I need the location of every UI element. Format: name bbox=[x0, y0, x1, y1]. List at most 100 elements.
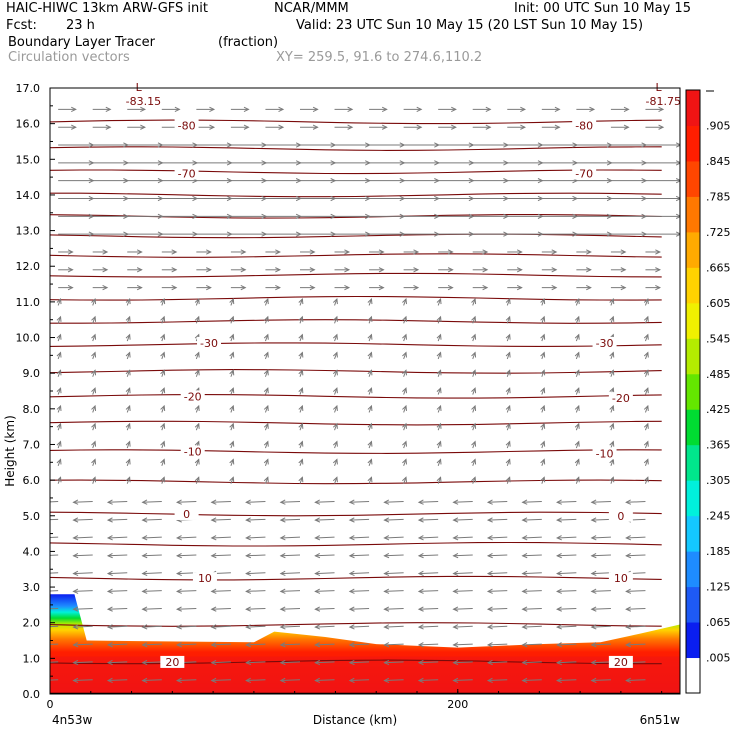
vector-arrowhead bbox=[278, 106, 285, 113]
model-title: HAIC-HIWC 13km ARW-GFS init bbox=[6, 1, 208, 16]
vector-arrow bbox=[349, 625, 370, 628]
vector-arrow bbox=[142, 590, 162, 592]
vector-arrowhead bbox=[643, 315, 649, 322]
vector-arrowhead bbox=[332, 404, 338, 412]
vector-arrowhead bbox=[367, 333, 373, 340]
colorbar-label: .005 bbox=[706, 652, 731, 665]
vector-arrow bbox=[557, 643, 577, 646]
vector-arrowhead bbox=[141, 624, 148, 630]
vector-arrow bbox=[142, 536, 162, 539]
colorbar-segment bbox=[686, 444, 700, 481]
vector-arrowhead bbox=[505, 422, 511, 429]
vector-arrowhead bbox=[436, 440, 442, 447]
vector-arrowhead bbox=[521, 552, 528, 559]
vector-arrowhead bbox=[471, 387, 477, 394]
vector-arrowhead bbox=[486, 606, 493, 612]
contour-line bbox=[50, 575, 662, 581]
vector-arrow bbox=[50, 643, 59, 645]
vector-arrowhead bbox=[332, 315, 338, 322]
vector-arrowhead bbox=[590, 659, 597, 666]
vector-arrowhead bbox=[160, 458, 166, 465]
vector-arrowhead bbox=[91, 333, 97, 340]
vector-arrowhead bbox=[298, 351, 304, 358]
vector-arrowhead bbox=[452, 535, 459, 541]
vector-arrow bbox=[142, 572, 162, 575]
vector-arrowhead bbox=[554, 124, 561, 130]
vector-arrowhead bbox=[620, 249, 627, 255]
vector-arrow bbox=[108, 679, 128, 682]
vector-arrow bbox=[384, 501, 404, 503]
vector-arrowhead bbox=[417, 606, 424, 612]
vector-arrowhead bbox=[643, 387, 649, 394]
contour-line bbox=[50, 233, 662, 239]
vector-arrowhead bbox=[486, 624, 493, 630]
vector-arrowhead bbox=[245, 677, 252, 683]
vector-arrowhead bbox=[625, 552, 632, 559]
vector-arrowhead bbox=[556, 588, 562, 594]
vector-arrow bbox=[73, 625, 93, 628]
colorbar-label: .185 bbox=[706, 545, 731, 558]
vector-arrowhead bbox=[106, 535, 113, 541]
vector-arrowhead bbox=[348, 624, 355, 630]
contour-line bbox=[50, 369, 662, 374]
vector-arrowhead bbox=[590, 517, 597, 523]
vector-arrow bbox=[453, 590, 473, 592]
vector-arrow bbox=[246, 643, 266, 646]
vector-arrow bbox=[142, 643, 162, 646]
contour-line bbox=[50, 342, 662, 347]
vector-arrowhead bbox=[590, 588, 597, 594]
vector-arrow bbox=[211, 679, 231, 682]
vector-arrowhead bbox=[574, 351, 580, 358]
vector-arrow bbox=[211, 643, 231, 646]
vector-arrowhead bbox=[141, 588, 148, 594]
vector-field-name: Circulation vectors bbox=[8, 50, 130, 65]
vector-arrowhead bbox=[125, 351, 131, 358]
vector-arrowhead bbox=[245, 535, 252, 541]
vector-arrowhead bbox=[416, 124, 423, 130]
vector-arrow bbox=[73, 679, 93, 682]
vector-arrowhead bbox=[125, 297, 131, 305]
vector-arrowhead bbox=[521, 588, 528, 594]
vector-arrowhead bbox=[102, 267, 109, 273]
vector-arrowhead bbox=[175, 606, 182, 612]
vector-arrowhead bbox=[416, 106, 423, 113]
vector-arrowhead bbox=[471, 458, 477, 465]
contour-label-bg bbox=[608, 509, 633, 522]
colorbar-label: .365 bbox=[706, 439, 731, 452]
vector-arrow bbox=[73, 501, 93, 503]
vector-arrowhead bbox=[452, 588, 459, 594]
vector-arrowhead bbox=[56, 351, 62, 358]
vector-arrow bbox=[384, 572, 404, 575]
vector-arrow bbox=[349, 554, 370, 557]
vector-arrowhead bbox=[314, 499, 321, 505]
vector-arrowhead bbox=[125, 404, 131, 412]
vector-arrowhead bbox=[332, 333, 338, 340]
vector-arrowhead bbox=[279, 517, 286, 523]
vector-arrowhead bbox=[56, 404, 62, 412]
vector-arrowhead bbox=[56, 333, 62, 340]
vector-arrowhead bbox=[105, 124, 112, 130]
vector-arrow bbox=[488, 572, 508, 575]
vector-arrow bbox=[50, 572, 59, 574]
vector-arrow bbox=[108, 625, 128, 628]
vector-arrowhead bbox=[556, 535, 562, 541]
colorbar-segment bbox=[686, 409, 700, 446]
vector-arrow bbox=[591, 661, 611, 664]
vector-arrow bbox=[280, 590, 301, 592]
vector-arrowhead bbox=[551, 267, 558, 273]
vector-arrow bbox=[349, 661, 370, 664]
vector-arrowhead bbox=[243, 106, 250, 113]
vector-arrow bbox=[488, 554, 508, 557]
vector-arrowhead bbox=[91, 458, 97, 465]
vector-arrowhead bbox=[574, 422, 580, 429]
vector-arrow bbox=[349, 679, 370, 682]
vector-arrowhead bbox=[402, 476, 407, 483]
vector-arrowhead bbox=[367, 458, 373, 465]
vector-arrowhead bbox=[383, 588, 390, 594]
vector-arrowhead bbox=[298, 476, 304, 483]
colorbar-label: .845 bbox=[706, 155, 731, 168]
vector-arrowhead bbox=[210, 624, 217, 630]
vector-arrowhead bbox=[554, 106, 561, 113]
vector-arrowhead bbox=[72, 606, 79, 612]
